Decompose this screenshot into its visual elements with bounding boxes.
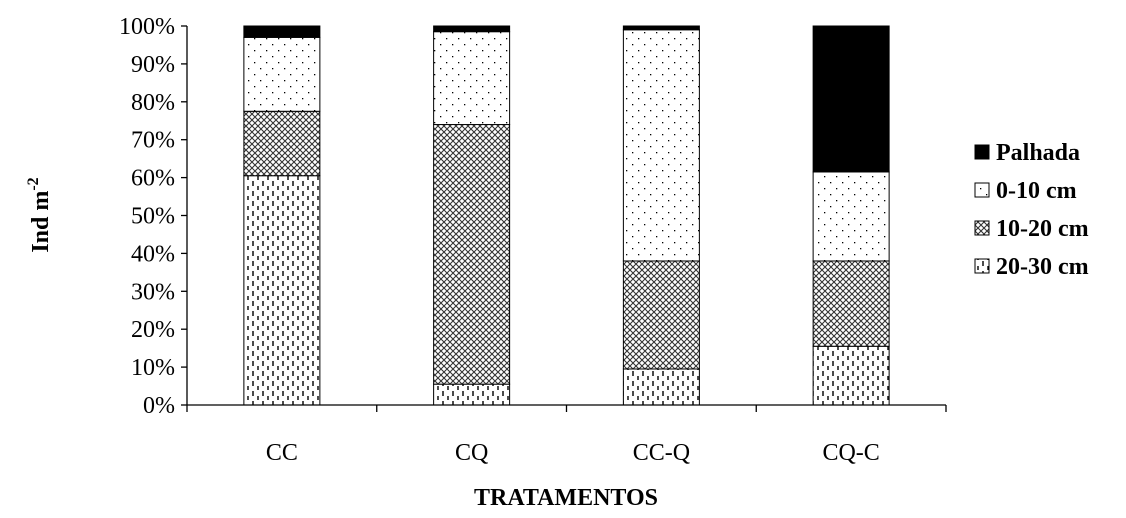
y-tick-label: 70% bbox=[131, 128, 175, 154]
y-tick-label: 40% bbox=[131, 241, 175, 267]
y-tick-label: 20% bbox=[131, 317, 175, 343]
bar-cc-q-20-30-cm bbox=[622, 368, 700, 406]
legend-swatch bbox=[974, 144, 990, 160]
legend-swatch bbox=[974, 182, 990, 198]
bar-cc-q-palhada bbox=[622, 25, 700, 31]
bar-cc-q-10-20-cm bbox=[622, 260, 700, 370]
bar-segments bbox=[243, 25, 890, 406]
legend-label: Palhada bbox=[996, 140, 1080, 166]
y-axis-label-superscript: -2 bbox=[25, 177, 42, 190]
y-tick-label: 80% bbox=[131, 90, 175, 116]
y-tick-label: 0% bbox=[143, 393, 175, 419]
bar-cc-10-20-cm bbox=[243, 110, 321, 177]
x-tick-label: CC-Q bbox=[633, 440, 690, 466]
bar-cq-0-10-cm bbox=[433, 31, 511, 126]
bar-cq-c-20-30-cm bbox=[812, 345, 890, 406]
legend-swatch bbox=[974, 258, 990, 274]
y-axis-ticks: 0% 10% 20% 30% 40% 50% 60% 70% 80% 90% 100% bbox=[119, 14, 187, 419]
x-axis-label: TRATAMENTOS bbox=[474, 485, 658, 511]
y-tick-label: 10% bbox=[131, 355, 175, 381]
y-axis-label-text: Ind m bbox=[28, 191, 54, 253]
legend-label: 0-10 cm bbox=[996, 178, 1077, 204]
bar-cc-20-30-cm bbox=[243, 175, 321, 406]
bar-cc-0-10-cm bbox=[243, 36, 321, 112]
bar-cq-palhada bbox=[433, 25, 511, 33]
y-tick-label: 60% bbox=[131, 166, 175, 192]
bar-cq-c-palhada bbox=[812, 25, 890, 173]
bar-cq-20-30-cm bbox=[433, 383, 511, 406]
bar-cc-q-0-10-cm bbox=[622, 29, 700, 262]
x-axis-ticks: CC CQ CC-Q CQ-C bbox=[186, 405, 947, 466]
legend-swatch bbox=[974, 220, 990, 236]
legend-label: 20-30 cm bbox=[996, 254, 1089, 280]
y-tick-label: 50% bbox=[131, 204, 175, 230]
legend-label: 10-20 cm bbox=[996, 216, 1089, 242]
bar-cc-palhada bbox=[243, 25, 321, 38]
x-tick-label: CC bbox=[266, 440, 298, 466]
x-tick-label: CQ-C bbox=[822, 440, 879, 466]
bar-cq-c-10-20-cm bbox=[812, 260, 890, 347]
y-axis-label: Ind m-2 bbox=[25, 177, 54, 252]
legend: Palhada 0-10 cm 10-20 cm 20-30 cm bbox=[974, 140, 1089, 280]
y-tick-label: 90% bbox=[131, 52, 175, 78]
y-tick-label: 30% bbox=[131, 279, 175, 305]
x-tick-label: CQ bbox=[455, 440, 488, 466]
y-tick-label: 100% bbox=[119, 14, 175, 40]
bar-cq-c-0-10-cm bbox=[812, 171, 890, 262]
bar-cq-10-20-cm bbox=[433, 124, 511, 385]
